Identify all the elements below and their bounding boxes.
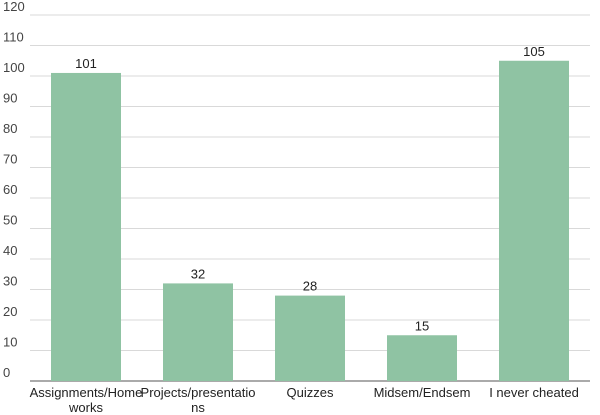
data-label: 28: [303, 279, 317, 294]
bar: [275, 295, 345, 381]
bar: [387, 335, 457, 381]
y-tick-label: 50: [3, 213, 17, 228]
bars: [51, 60, 569, 381]
data-label: 15: [415, 318, 429, 333]
data-labels: 101 32 28 15 105: [75, 44, 545, 334]
x-tick-label: Midsem/Endsem: [374, 385, 471, 400]
y-tick-label: 30: [3, 274, 17, 289]
data-label: 101: [75, 56, 97, 71]
y-tick-label: 120: [3, 0, 25, 14]
bar: [163, 283, 233, 381]
bar: [499, 60, 569, 381]
x-tick-label: Projects/presentatio ns: [141, 385, 256, 415]
y-tick-label: 0: [3, 365, 10, 380]
bar: [51, 72, 121, 381]
x-axis-ticks: Assignments/Home worksProjects/presentati…: [30, 385, 579, 415]
x-tick-label: Quizzes: [287, 385, 334, 400]
y-tick-label: 110: [3, 30, 24, 45]
y-tick-label: 70: [3, 152, 17, 167]
y-tick-label: 40: [3, 243, 17, 258]
y-tick-label: 60: [3, 182, 17, 197]
data-label: 32: [191, 266, 205, 281]
y-tick-label: 80: [3, 121, 17, 136]
y-tick-label: 20: [3, 304, 17, 319]
y-tick-label: 100: [3, 60, 25, 75]
y-tick-label: 10: [3, 335, 17, 350]
y-axis-ticks: 0 10 20 30 40 50 60 70 80 90 100 110 120: [3, 0, 25, 380]
x-tick-label: I never cheated: [489, 385, 579, 400]
y-tick-label: 90: [3, 91, 17, 106]
data-label: 105: [523, 44, 545, 59]
x-tick-label: Assignments/Home works: [30, 385, 143, 415]
